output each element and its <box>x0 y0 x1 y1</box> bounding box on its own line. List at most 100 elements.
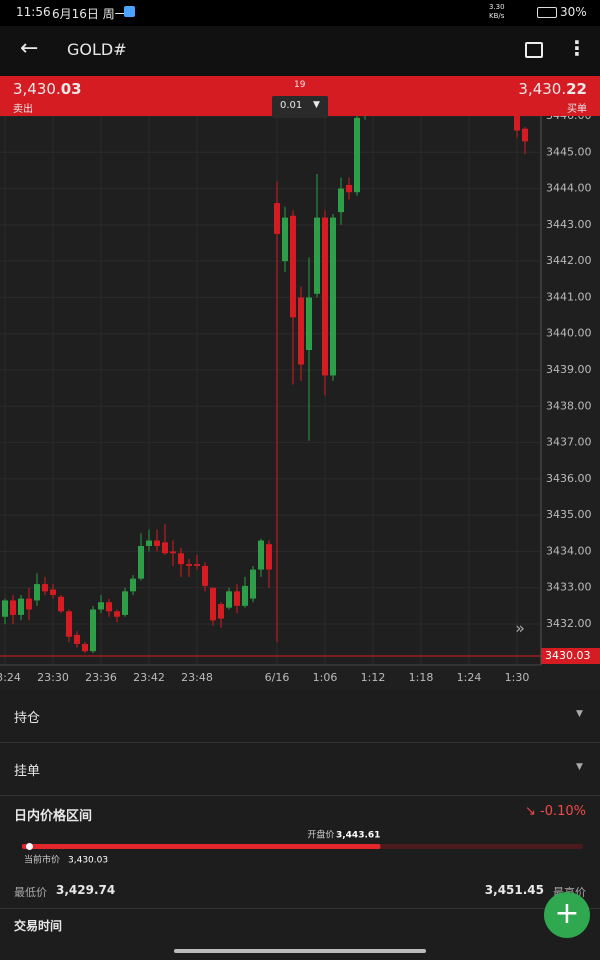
candle-body <box>162 542 168 554</box>
candle-body <box>50 589 56 595</box>
ask-frac: 22 <box>566 80 587 98</box>
lot-selector[interactable]: 0.01 ▼ <box>272 96 328 118</box>
candle-body <box>34 584 40 601</box>
status-bar: 11:56 6月16日 周一 3.30 KB/s 30% <box>0 0 600 26</box>
candle-body <box>178 553 184 565</box>
x-tick-label: 1:30 <box>505 671 530 684</box>
open-label: 开盘价 <box>307 829 334 841</box>
bid-label: 卖出 <box>13 104 33 115</box>
candle-body <box>138 545 144 579</box>
candle-body <box>210 587 216 621</box>
trading-hours[interactable]: 交易时间 <box>14 919 63 933</box>
current-price-tag <box>541 648 600 664</box>
status-app-icon <box>124 6 135 17</box>
y-tick-label: 3444.00 <box>546 182 592 195</box>
chart-bg <box>0 116 600 690</box>
section-title: 持仓 <box>14 711 41 726</box>
y-tick-label: 3435.00 <box>546 508 592 521</box>
wallet-button[interactable] <box>525 42 543 58</box>
candle-body <box>346 184 352 193</box>
current-value: 3,430.03 <box>68 856 108 866</box>
y-tick-label: 3442.00 <box>546 254 592 267</box>
candle-body <box>202 565 208 586</box>
candle-body <box>90 609 96 652</box>
scroll-latest-button[interactable]: » <box>515 619 525 638</box>
candle-body <box>314 217 320 294</box>
y-tick-label: 3437.00 <box>546 436 592 449</box>
section-orders[interactable]: 挂单 ▼ <box>0 743 600 796</box>
x-tick-label: 1:18 <box>409 671 434 684</box>
day-range: 日内价格区间 ↘ -0.10% 开盘价 3,443.61 当前市价 3,430.03 … <box>0 796 600 944</box>
candle-body <box>258 540 264 570</box>
candle-body <box>82 643 88 652</box>
candle-body <box>218 604 224 619</box>
candle-body <box>306 297 312 351</box>
chart: 3432.00 3433.00 3434.00 3435.00 3436.00 3437.… <box>0 116 600 690</box>
spread: 19 <box>294 80 306 90</box>
candle-body <box>330 217 336 376</box>
status-date: 6月16日 周一 <box>52 7 127 21</box>
add-order-button[interactable]: + <box>544 892 590 938</box>
range-change: ↘ -0.10% <box>524 804 586 819</box>
candle-body <box>26 598 32 610</box>
x-tick-label: 23:30 <box>37 671 69 684</box>
y-tick-label: 3445.00 <box>546 145 592 158</box>
candle-body <box>194 564 200 566</box>
battery: 30% <box>560 5 587 19</box>
candle-body <box>234 591 240 606</box>
candle-body <box>354 117 360 193</box>
ask-main: 3,430. <box>518 80 567 98</box>
candle-body <box>42 584 48 592</box>
expand-arrow: ▼ <box>576 709 583 719</box>
candle-body <box>66 611 72 637</box>
ask-price[interactable]: 3,430.22 <box>518 80 587 98</box>
x-tick-label: 23:42 <box>133 671 165 684</box>
candle-body <box>242 585 248 606</box>
bid-main: 3,430. <box>13 80 61 98</box>
net-speed: 3.30 <box>489 3 505 11</box>
candle-body <box>18 598 24 615</box>
candle-body <box>170 551 176 554</box>
change-value: -0.10% <box>540 804 586 819</box>
section-title: 挂单 <box>14 764 41 779</box>
bid-price[interactable]: 3,430.03 <box>13 80 82 98</box>
x-tick-label: 1:24 <box>457 671 482 684</box>
status-time: 11:56 <box>16 5 51 19</box>
high-value: 3,451.45 <box>484 883 544 897</box>
y-tick-label: 3438.00 <box>546 399 592 412</box>
candle-body <box>338 188 344 213</box>
candle-body <box>2 600 8 617</box>
y-tick-label: 3434.00 <box>546 544 592 557</box>
current-price-label: 3430.03 <box>545 649 591 662</box>
candle-body <box>10 600 16 615</box>
current-label: 当前市价 <box>24 854 60 866</box>
ask-label: 买单 <box>567 104 587 115</box>
candle-body <box>154 540 160 546</box>
divider <box>0 908 600 909</box>
low-value: 3,429.74 <box>56 883 116 897</box>
candle-body <box>130 578 136 592</box>
candle-body <box>298 297 304 365</box>
candle-body <box>522 128 528 142</box>
nav-handle <box>174 949 426 953</box>
open-value: 3,443.61 <box>336 831 380 841</box>
candle-body <box>58 596 64 612</box>
back-button[interactable]: ← <box>20 36 39 61</box>
candle-body <box>74 634 80 644</box>
x-tick-label: 6/16 <box>265 671 290 684</box>
net-unit: KB/s <box>489 12 505 20</box>
lot-arrow: ▼ <box>313 100 320 110</box>
y-tick-label: 3443.00 <box>546 218 592 231</box>
candle-body <box>250 569 256 599</box>
expand-arrow: ▼ <box>576 762 583 772</box>
menu-button[interactable]: ⋮ <box>567 36 587 60</box>
y-tick-label: 3440.00 <box>546 327 592 340</box>
candle-body <box>226 591 232 608</box>
x-tick-label: 1:12 <box>361 671 386 684</box>
app-header: ← GOLD# ⋮ <box>0 26 600 76</box>
battery-icon <box>537 7 557 18</box>
current-marker <box>25 843 33 850</box>
symbol-title: GOLD# <box>67 40 127 59</box>
section-positions[interactable]: 持仓 ▼ <box>0 690 600 743</box>
